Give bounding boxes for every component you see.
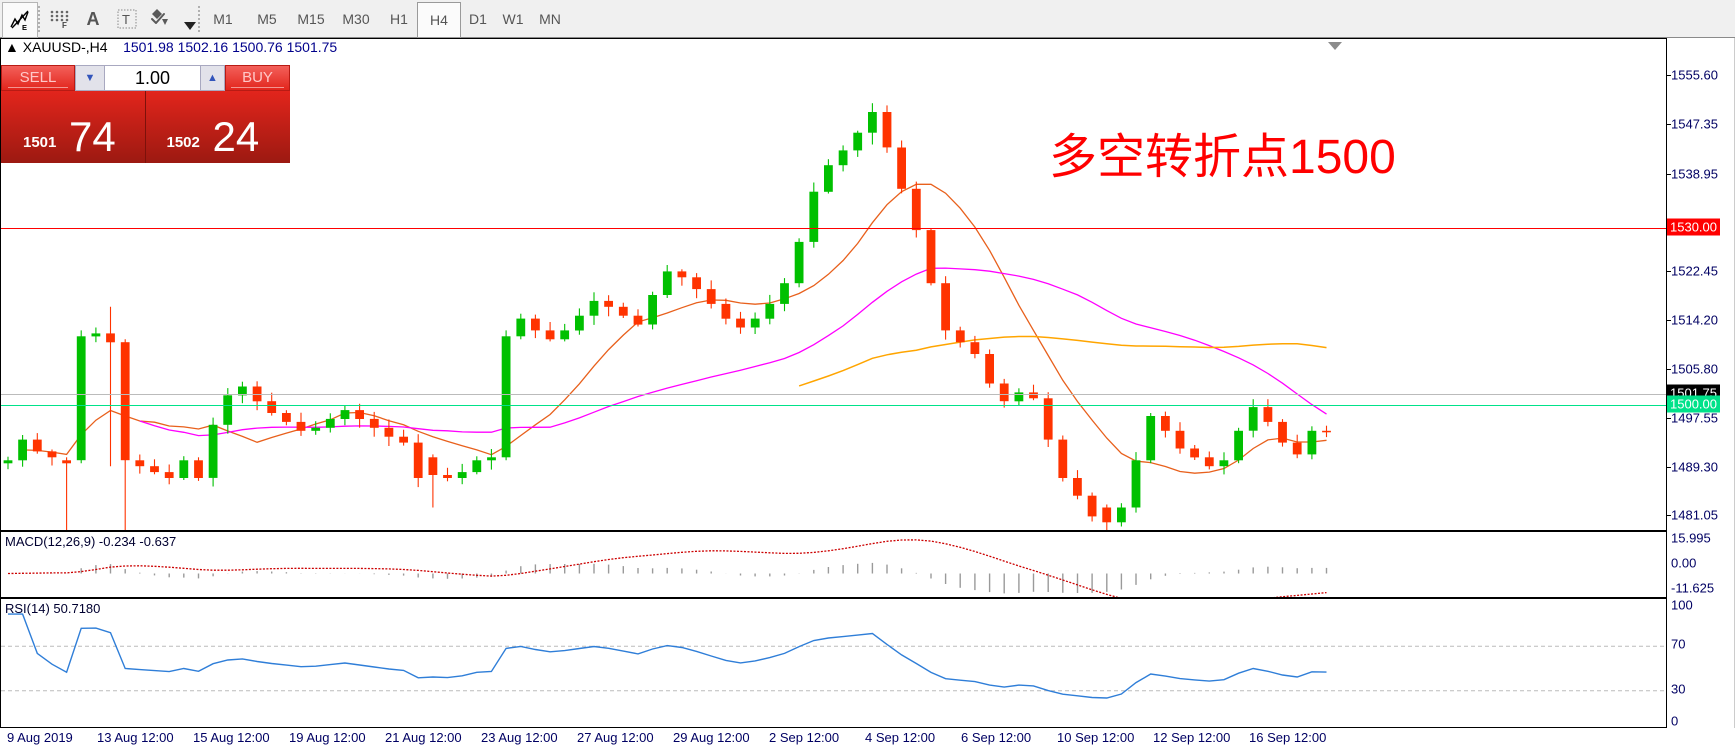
svg-text:E: E (22, 23, 27, 31)
svg-text:F: F (62, 21, 67, 29)
svg-text:T: T (122, 12, 130, 27)
